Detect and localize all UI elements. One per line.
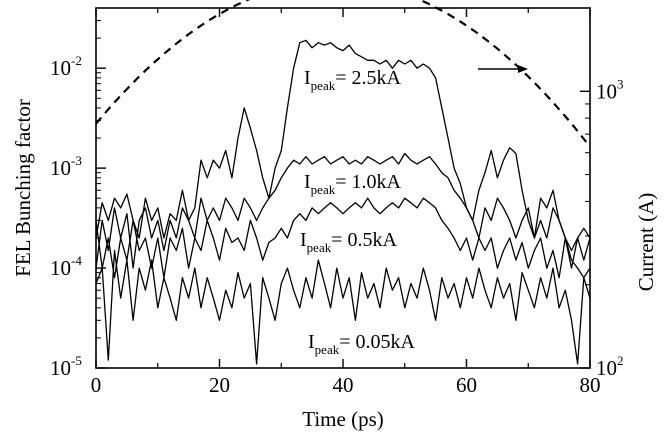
y2-tick-label: 103	[596, 76, 624, 103]
annotation-1.0kA: Ipeak= 1.0kA	[304, 171, 401, 197]
annotation-0.5kA: Ipeak= 0.5kA	[300, 229, 397, 255]
x-tick-label: 0	[91, 373, 102, 397]
series-2.5kA	[95, 39, 591, 269]
y-tick-label: 10-5	[50, 353, 82, 380]
x-ticks: 0 20 40 60 80	[91, 8, 601, 397]
x-tick-label: 60	[456, 373, 477, 397]
x-tick-label: 20	[209, 373, 230, 397]
x-axis-title: Time (ps)	[302, 407, 384, 431]
annotation-0.05kA: Ipeak= 0.05kA	[308, 331, 415, 357]
series-0.5kA	[95, 197, 591, 279]
current-arrow	[478, 65, 528, 73]
current-curve	[95, 0, 591, 148]
x-tick-label: 80	[580, 373, 601, 397]
annotations: Ipeak= 2.5kA Ipeak= 1.0kA Ipeak= 0.5kA I…	[300, 67, 415, 357]
y-ticks: 10-5 10-4 10-3 10-2	[50, 7, 106, 380]
series-layer	[95, 39, 591, 365]
x-tick-label: 40	[333, 373, 354, 397]
y2-ticks: 102 103	[580, 7, 624, 380]
annotation-2.5kA: Ipeak= 2.5kA	[304, 67, 401, 93]
y2-axis-title: Current (A)	[634, 193, 658, 292]
series-1.0kA	[95, 152, 591, 269]
y-tick-label: 10-3	[50, 153, 82, 180]
y-axis-title: FEL Bunching factor	[11, 99, 35, 277]
series-0.05kA	[95, 249, 591, 365]
y-tick-label: 10-4	[50, 253, 82, 280]
y2-tick-label: 102	[596, 353, 624, 380]
y-tick-label: 10-2	[50, 53, 82, 80]
